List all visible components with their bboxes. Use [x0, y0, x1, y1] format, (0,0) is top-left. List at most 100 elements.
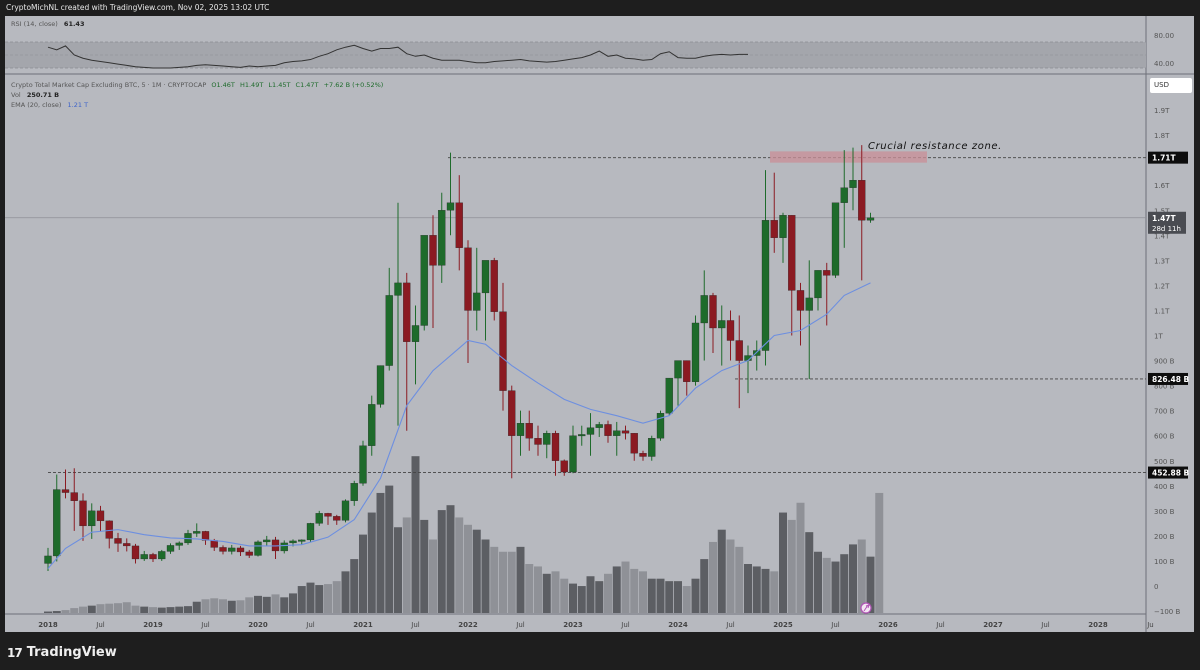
time-tick: Ju [1146, 621, 1154, 629]
time-tick: 2024 [668, 621, 688, 629]
volume-bar [140, 606, 149, 613]
volume-bar [709, 541, 717, 613]
volume-bar [70, 608, 79, 613]
candle [429, 215, 437, 328]
horizontal-levels[interactable] [5, 157, 1146, 474]
volume-bar [96, 604, 105, 613]
time-tick: Jul [935, 621, 945, 629]
candle [648, 435, 656, 461]
tradingview-wordmark: TradingView [26, 645, 117, 660]
candle [779, 212, 787, 263]
volume-bar [44, 611, 52, 613]
volume-bar [822, 557, 831, 613]
volume-bar [402, 517, 411, 613]
ema-legend[interactable]: EMA (20, close) 1.21 T [11, 101, 88, 109]
price-badge [1148, 372, 1188, 385]
time-tick: 2023 [563, 621, 583, 629]
volume-bar [875, 492, 884, 613]
rsi-legend[interactable]: RSI (14, close) 61.43 [11, 20, 84, 28]
candle [438, 192, 446, 283]
candle [324, 512, 332, 525]
volume-bar [752, 566, 761, 613]
candle [263, 535, 271, 546]
volume-bar [516, 546, 525, 613]
volume-value: 250.71 B [26, 91, 60, 99]
volume-bar [385, 485, 394, 613]
annotation-text[interactable]: Crucial resistance zone. [868, 141, 1002, 152]
price-tick: 1.4T [1154, 232, 1170, 240]
candle [560, 459, 568, 476]
time-tick: Jul [725, 621, 735, 629]
candle [175, 541, 183, 550]
price-tick: 1.1T [1154, 307, 1170, 315]
volume-legend[interactable]: Vol 250.71 B [11, 91, 59, 99]
candle [490, 257, 498, 321]
price-tick: 500 B [1154, 458, 1175, 466]
volume-bar [114, 603, 122, 613]
volume-bar [245, 597, 254, 613]
volume-bar [577, 586, 586, 613]
chart-frame [5, 16, 1194, 632]
volume-bar [604, 573, 612, 613]
candle [674, 360, 682, 406]
price-tick: 700 B [1154, 408, 1175, 416]
candle [595, 421, 603, 437]
symbol-legend[interactable]: Crypto Total Market Cap Excluding BTC, 5… [11, 81, 383, 89]
volume-bar [700, 559, 709, 613]
volume-bar [779, 512, 787, 613]
candle [88, 503, 96, 539]
price-tick: 300 B [1154, 508, 1175, 516]
candle [236, 545, 245, 556]
volume-bar [149, 607, 157, 613]
volume-bar [367, 512, 376, 613]
rocket-icon[interactable] [860, 602, 872, 614]
volume-bar [639, 571, 647, 613]
rsi-tick: 80.00 [1154, 32, 1174, 40]
symbol-name: Crypto Total Market Cap Excluding BTC, 5… [11, 81, 207, 89]
resistance-zone[interactable] [770, 151, 927, 163]
time-tick: 2025 [773, 621, 793, 629]
time-axis[interactable]: 2018 Jul 2019 Jul 2020 Jul 2021 Jul 2022 Jul 2023 J… [38, 621, 1154, 629]
volume-bar [341, 571, 350, 613]
volume-bar [289, 593, 297, 613]
volume-bar [481, 539, 490, 613]
volume-bar [814, 551, 822, 613]
volume-bar [175, 606, 184, 613]
volume-bar [744, 564, 752, 613]
candle [333, 514, 341, 525]
volume-bar [420, 519, 429, 613]
price-tick: 1.8T [1154, 132, 1170, 140]
volume-bar [359, 534, 367, 613]
candle [761, 170, 770, 366]
volume-bar [726, 539, 735, 613]
currency-button[interactable]: USD [1150, 78, 1192, 93]
volume-bar [455, 517, 464, 613]
candle [788, 215, 796, 336]
rsi-line [47, 44, 748, 69]
volume-bar [105, 603, 114, 613]
candle [534, 425, 542, 456]
candle [796, 282, 805, 346]
ohlc-change: +7.62 B (+0.52%) [323, 81, 384, 89]
volume-bar [376, 492, 385, 613]
volume-bar [315, 585, 324, 613]
time-tick: 2022 [458, 621, 478, 629]
volume-bar [464, 524, 472, 613]
time-tick: 2027 [983, 621, 1003, 629]
price-tick: 400 B [1154, 483, 1175, 491]
tradingview-logo[interactable]: 17 TradingView [7, 645, 117, 660]
candle [306, 522, 315, 542]
candle [368, 395, 376, 456]
price-axis[interactable]: 1.9T 1.8T 1.6T 1.5T 1.4T 1.3T 1.2T 1.1T 1T 900 B 8… [1148, 32, 1190, 616]
candle [245, 549, 253, 558]
candle [516, 410, 525, 456]
volume-bar [499, 551, 507, 613]
time-tick: 2021 [353, 621, 373, 629]
candle [271, 536, 280, 559]
candle [665, 377, 673, 416]
volume-bar [857, 539, 866, 613]
candle [814, 270, 822, 311]
volume-bar [184, 606, 192, 613]
price-tick: 0 [1154, 583, 1158, 591]
